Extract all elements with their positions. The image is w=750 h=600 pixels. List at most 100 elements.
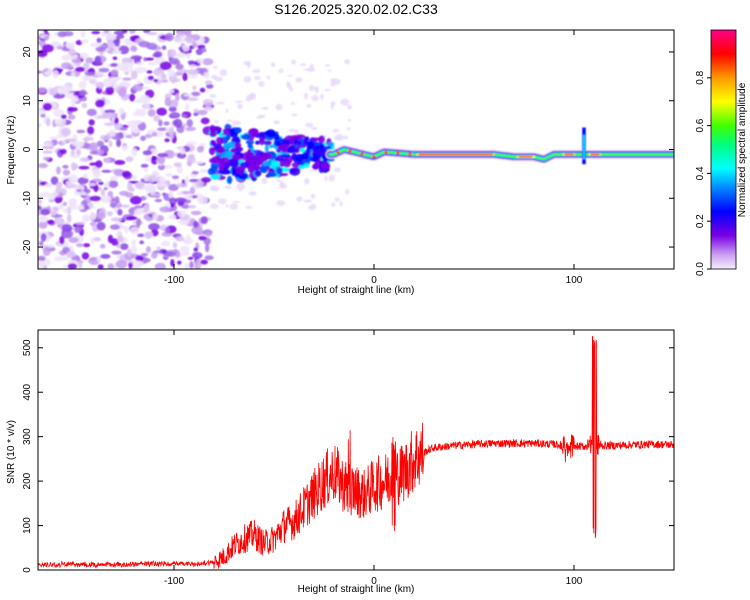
noise-blob bbox=[237, 103, 243, 110]
noise-blob bbox=[320, 93, 324, 100]
noise-blob bbox=[38, 122, 42, 128]
signal-blob bbox=[262, 160, 272, 167]
noise-blob bbox=[187, 68, 199, 75]
signal-bead bbox=[336, 151, 340, 154]
noise-blob bbox=[196, 58, 205, 64]
noise-blob bbox=[177, 260, 182, 265]
noise-blob bbox=[310, 126, 318, 130]
noise-blob bbox=[305, 122, 314, 128]
noise-blob bbox=[219, 69, 228, 77]
noise-blob bbox=[62, 169, 71, 176]
noise-blob bbox=[105, 86, 115, 95]
noise-blob bbox=[258, 80, 265, 87]
noise-blob bbox=[115, 259, 128, 269]
noise-blob bbox=[117, 235, 124, 243]
signal-blob bbox=[245, 139, 255, 145]
signal-bead bbox=[372, 155, 376, 159]
noise-blob bbox=[182, 237, 193, 245]
signal-blob bbox=[303, 163, 311, 168]
signal-blob bbox=[253, 156, 265, 161]
spectrogram-y-tick-label: -10 bbox=[22, 191, 33, 206]
noise-blob bbox=[104, 109, 116, 114]
noise-blob bbox=[38, 87, 47, 93]
noise-blob bbox=[184, 103, 190, 111]
noise-blob bbox=[278, 68, 284, 74]
noise-blob bbox=[88, 205, 96, 209]
noise-blob bbox=[38, 205, 42, 211]
noise-blob bbox=[324, 64, 331, 67]
noise-blob bbox=[61, 127, 72, 137]
noise-blob bbox=[101, 169, 112, 173]
noise-blob bbox=[119, 83, 132, 87]
noise-blob bbox=[173, 35, 185, 44]
noise-blob bbox=[296, 196, 303, 202]
noise-blob bbox=[184, 176, 190, 185]
noise-blob bbox=[46, 118, 51, 127]
noise-blob bbox=[129, 226, 140, 234]
noise-blob bbox=[100, 188, 106, 197]
noise-blob bbox=[81, 39, 89, 44]
noise-blob bbox=[86, 108, 97, 117]
noise-blob bbox=[95, 160, 103, 168]
noise-blob bbox=[174, 197, 187, 203]
noise-blob bbox=[144, 202, 150, 212]
spectrogram-y-tick-label: -20 bbox=[22, 239, 33, 254]
noise-blob bbox=[43, 30, 48, 34]
noise-blob bbox=[134, 208, 144, 216]
signal-blob bbox=[207, 168, 216, 176]
spectrogram-y-tick-label: 0 bbox=[22, 146, 33, 152]
noise-blob bbox=[129, 93, 136, 102]
noise-blob bbox=[182, 44, 190, 52]
noise-blob bbox=[92, 168, 101, 178]
spectrogram-x-tick-label: -100 bbox=[164, 275, 184, 286]
noise-blob bbox=[175, 235, 185, 242]
noise-blob bbox=[38, 240, 44, 246]
noise-blob bbox=[164, 226, 170, 234]
noise-blob bbox=[42, 44, 54, 53]
noise-blob bbox=[175, 63, 184, 70]
noise-blob bbox=[170, 258, 175, 267]
signal-blob bbox=[309, 156, 319, 162]
signal-bead bbox=[408, 152, 412, 156]
noise-blob bbox=[121, 170, 131, 178]
noise-blob bbox=[123, 38, 131, 44]
signal-blob bbox=[219, 156, 230, 166]
signal-blob bbox=[268, 144, 274, 149]
noise-blob bbox=[187, 60, 195, 65]
noise-blob bbox=[209, 94, 217, 99]
noise-blob bbox=[324, 175, 328, 182]
noise-blob bbox=[41, 191, 51, 198]
signal-blob bbox=[266, 171, 277, 178]
signal-blob bbox=[231, 159, 240, 167]
noise-blob bbox=[330, 101, 336, 106]
noise-blob bbox=[181, 30, 192, 35]
noise-blob bbox=[187, 204, 197, 209]
signal-blob bbox=[291, 162, 300, 168]
signal-blob bbox=[279, 172, 289, 177]
noise-blob bbox=[70, 71, 76, 77]
noise-blob bbox=[173, 118, 183, 128]
noise-blob bbox=[137, 233, 145, 238]
noise-blob bbox=[167, 70, 177, 77]
noise-blob bbox=[245, 205, 253, 209]
noise-blob bbox=[96, 140, 104, 147]
noise-blob bbox=[109, 63, 119, 67]
noise-blob bbox=[182, 72, 188, 82]
noise-blob bbox=[307, 67, 316, 73]
noise-blob bbox=[111, 250, 122, 255]
noise-blob bbox=[153, 78, 158, 83]
colorbar-tick-label: 0.4 bbox=[695, 166, 706, 180]
noise-blob bbox=[131, 239, 137, 246]
spectrogram-x-tick-label: 0 bbox=[371, 275, 377, 286]
noise-blob bbox=[275, 103, 283, 111]
signal-blob bbox=[237, 147, 242, 152]
signal-blob bbox=[318, 135, 325, 144]
noise-blob bbox=[76, 243, 84, 248]
noise-blob bbox=[61, 31, 74, 37]
signal-blob bbox=[255, 140, 260, 145]
noise-blob bbox=[43, 247, 51, 256]
signal-bead bbox=[360, 152, 364, 156]
noise-blob bbox=[49, 192, 57, 199]
signal-blob bbox=[247, 148, 252, 157]
noise-blob bbox=[334, 136, 342, 141]
